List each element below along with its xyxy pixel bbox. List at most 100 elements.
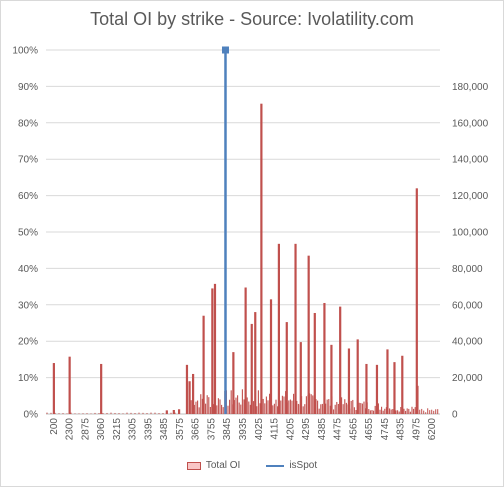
oi-bar <box>188 381 191 414</box>
oi-bar <box>261 391 263 414</box>
oi-bar <box>191 373 195 414</box>
oi-bar <box>275 399 277 414</box>
left-tick-label: 20% <box>18 337 38 348</box>
oi-bar <box>269 299 273 414</box>
oi-bar <box>232 404 234 414</box>
oi-bar <box>253 401 255 414</box>
oi-bar <box>211 288 214 414</box>
oi-bar <box>158 413 160 414</box>
oi-bar <box>264 403 266 414</box>
oi-bar <box>421 408 423 414</box>
oi-bar <box>379 409 381 414</box>
x-tick-label: 4835 <box>396 418 407 441</box>
oi-bar <box>415 188 418 414</box>
oi-bar <box>185 364 189 414</box>
oi-bar <box>235 397 237 414</box>
left-tick-label: 90% <box>18 82 38 93</box>
oi-bar <box>385 407 387 414</box>
oi-bar <box>198 407 200 414</box>
oi-bar <box>254 401 256 414</box>
x-tick-label: 3755 <box>206 418 217 441</box>
oi-bar <box>209 406 211 414</box>
oi-bar <box>170 412 172 414</box>
oi-bar <box>411 406 413 414</box>
oi-bar <box>241 389 243 414</box>
oi-bar <box>349 408 351 414</box>
oi-bar <box>285 322 288 414</box>
right-axis-ticks: 0 20,000 40,000 60,000 80,000 100,000 120,000 1… <box>452 82 489 421</box>
oi-bar <box>336 401 338 414</box>
x-tick-label: 4385 <box>317 418 328 441</box>
legend-label-total-oi: Total OI <box>205 460 241 471</box>
oi-bar <box>350 400 352 414</box>
oi-bar <box>297 403 299 414</box>
oi-bar <box>66 413 68 414</box>
oi-bar <box>240 404 242 414</box>
oi-bar <box>296 400 298 414</box>
oi-bar <box>342 404 344 414</box>
oi-bar <box>345 402 347 414</box>
oi-bar <box>416 409 418 414</box>
legend-label-isspot: isSpot <box>289 460 318 471</box>
oi-bar <box>70 412 72 414</box>
oi-bar <box>423 410 425 414</box>
oi-bar <box>254 312 257 414</box>
oi-bar <box>246 397 248 414</box>
x-tick-label: 3060 <box>96 418 107 441</box>
oi-bar <box>360 403 362 414</box>
right-tick-label: 40,000 <box>452 337 483 348</box>
oi-bar <box>299 404 301 414</box>
oi-bar <box>214 396 216 414</box>
oi-bar <box>401 410 403 414</box>
oi-bar <box>146 413 148 414</box>
oi-bar <box>431 409 433 414</box>
oi-bar <box>90 413 92 414</box>
oi-bar <box>280 400 282 414</box>
oi-bar <box>318 408 320 414</box>
oi-bar <box>200 394 202 414</box>
left-tick-label: 80% <box>18 118 38 129</box>
legend-item-isspot: isSpot <box>266 460 317 471</box>
oi-bar <box>304 404 306 414</box>
oi-bar <box>317 400 319 414</box>
oi-bar <box>259 403 261 414</box>
x-tick-label: 3665 <box>191 418 202 441</box>
oi-bar <box>307 394 309 414</box>
oi-bar <box>384 408 386 414</box>
oi-bar <box>321 403 323 414</box>
oi-bar <box>262 398 264 414</box>
oi-bar <box>217 398 219 414</box>
chart-title: Total OI by strike - Source: Ivolatility… <box>90 9 414 29</box>
x-tick-label: 3395 <box>143 418 154 441</box>
oi-bar <box>429 410 431 414</box>
x-tick-label: 4745 <box>380 418 391 441</box>
oi-bar <box>50 412 52 414</box>
oi-bar <box>312 395 314 414</box>
oi-bar <box>405 410 407 414</box>
oi-bar <box>68 356 71 414</box>
oi-bar <box>122 413 124 414</box>
oi-bar <box>216 405 218 414</box>
oi-bar <box>195 401 197 414</box>
oi-bar <box>248 401 250 414</box>
oi-bar <box>243 399 245 414</box>
oi-bar <box>371 410 373 414</box>
x-tick-label: 3575 <box>175 418 186 441</box>
oi-bar <box>208 397 210 414</box>
oi-bar <box>54 412 56 414</box>
oi-bar <box>213 404 215 414</box>
oi-bar <box>416 385 419 414</box>
oi-bar <box>353 407 355 414</box>
x-tick-label: 2875 <box>80 418 91 441</box>
oi-bar <box>233 400 235 414</box>
oi-bar <box>162 413 164 414</box>
oi-bar <box>377 403 379 414</box>
oi-bar <box>256 406 258 414</box>
oi-bar <box>285 391 287 414</box>
oi-bar <box>323 302 326 414</box>
oi-bar <box>222 407 224 414</box>
right-tick-label: 60,000 <box>452 300 483 311</box>
oi-bar <box>369 410 371 414</box>
oi-bar <box>386 349 389 414</box>
oi-bar <box>118 413 120 414</box>
